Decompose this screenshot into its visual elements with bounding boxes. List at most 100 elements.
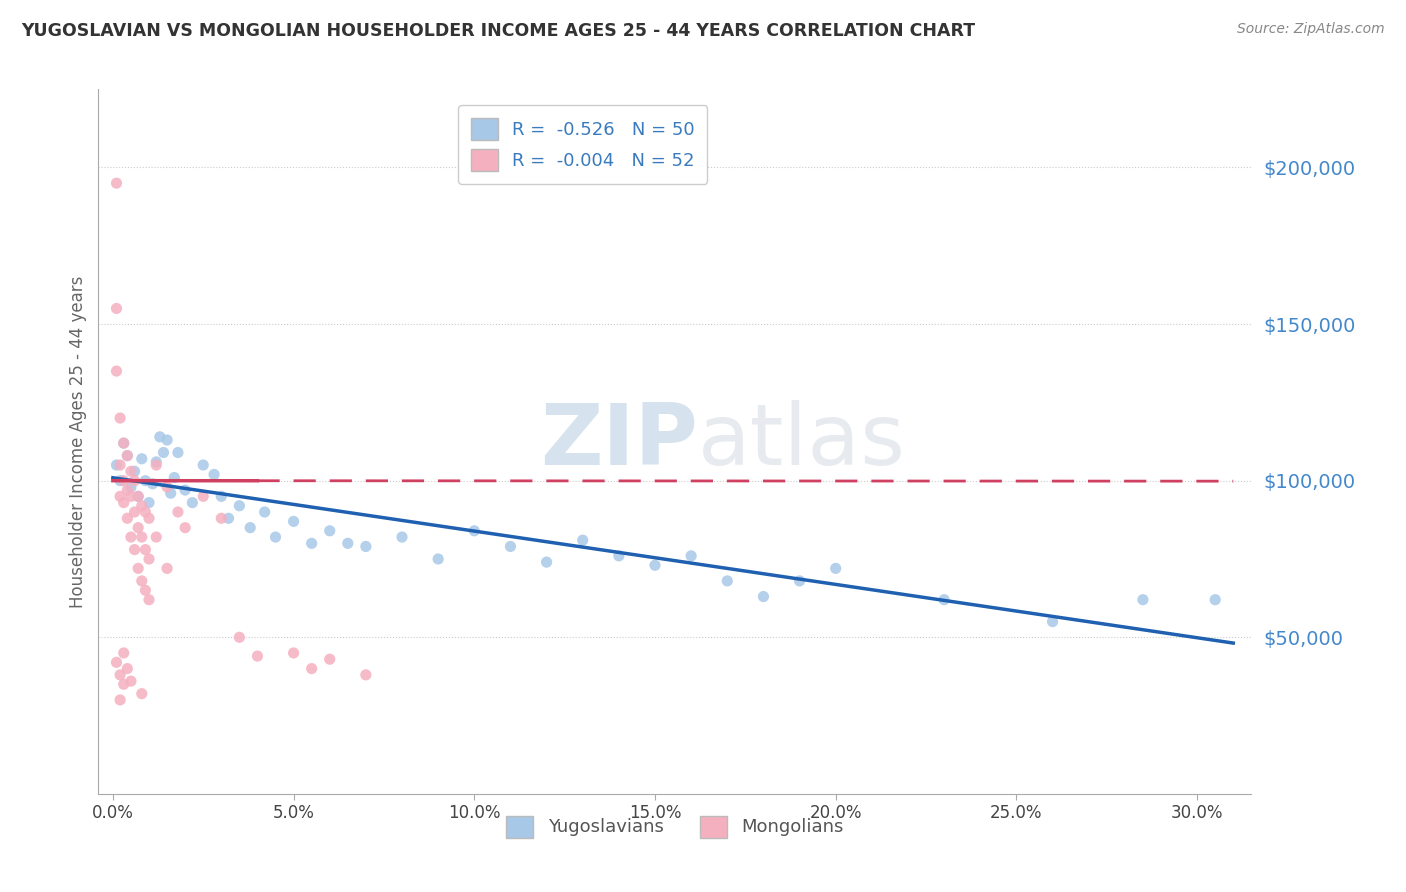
Point [536, 555, 558, 569]
Point [120, 480, 142, 494]
Point [174, 483, 197, 497]
Point [112, 436, 135, 450]
Point [319, 524, 342, 538]
Point [105, 176, 128, 190]
Point [824, 561, 846, 575]
Point [131, 530, 153, 544]
Point [112, 646, 135, 660]
Point [167, 505, 190, 519]
Point [145, 530, 167, 544]
Point [117, 449, 139, 463]
Point [239, 521, 262, 535]
Point [354, 668, 377, 682]
Point [167, 445, 190, 459]
Point [156, 480, 179, 494]
Point [163, 470, 186, 484]
Point [138, 552, 160, 566]
Point [152, 445, 174, 459]
Y-axis label: Householder Income Ages 25 - 44 years: Householder Income Ages 25 - 44 years [69, 276, 87, 607]
Point [149, 430, 172, 444]
Point [120, 489, 142, 503]
Point [124, 474, 146, 488]
Point [463, 524, 485, 538]
Point [105, 458, 128, 472]
Point [127, 489, 149, 503]
Point [228, 499, 250, 513]
Point [193, 458, 215, 472]
Point [124, 542, 146, 557]
Point [209, 489, 232, 503]
Point [283, 515, 305, 529]
Point [607, 549, 630, 563]
Point [108, 668, 131, 682]
Point [138, 511, 160, 525]
Point [752, 590, 775, 604]
Point [499, 540, 522, 554]
Point [644, 558, 666, 573]
Point [108, 458, 131, 472]
Point [202, 467, 225, 482]
Point [218, 511, 240, 525]
Point [131, 451, 153, 466]
Point [301, 662, 323, 676]
Point [108, 693, 131, 707]
Point [181, 495, 204, 509]
Point [138, 592, 160, 607]
Text: atlas: atlas [697, 400, 905, 483]
Point [105, 364, 128, 378]
Point [1042, 615, 1064, 629]
Point [124, 505, 146, 519]
Point [117, 662, 139, 676]
Point [934, 592, 956, 607]
Point [156, 433, 179, 447]
Point [427, 552, 450, 566]
Point [283, 646, 305, 660]
Point [134, 505, 156, 519]
Point [246, 649, 269, 664]
Point [716, 574, 738, 588]
Point [131, 574, 153, 588]
Point [156, 561, 179, 575]
Point [127, 489, 149, 503]
Text: Source: ZipAtlas.com: Source: ZipAtlas.com [1237, 22, 1385, 37]
Point [112, 677, 135, 691]
Point [354, 540, 377, 554]
Point [127, 521, 149, 535]
Point [145, 458, 167, 472]
Point [117, 449, 139, 463]
Point [131, 499, 153, 513]
Point [301, 536, 323, 550]
Point [105, 656, 128, 670]
Point [131, 687, 153, 701]
Point [120, 674, 142, 689]
Point [174, 521, 197, 535]
Point [138, 495, 160, 509]
Point [120, 464, 142, 478]
Point [1204, 592, 1226, 607]
Point [127, 561, 149, 575]
Point [108, 474, 131, 488]
Legend: Yugoslavians, Mongolians: Yugoslavians, Mongolians [499, 808, 851, 845]
Point [1132, 592, 1154, 607]
Point [105, 301, 128, 316]
Point [789, 574, 811, 588]
Text: YUGOSLAVIAN VS MONGOLIAN HOUSEHOLDER INCOME AGES 25 - 44 YEARS CORRELATION CHART: YUGOSLAVIAN VS MONGOLIAN HOUSEHOLDER INC… [21, 22, 976, 40]
Point [112, 436, 135, 450]
Point [264, 530, 287, 544]
Point [319, 652, 342, 666]
Point [193, 489, 215, 503]
Point [681, 549, 703, 563]
Point [336, 536, 359, 550]
Text: ZIP: ZIP [540, 400, 697, 483]
Point [571, 533, 593, 548]
Point [108, 411, 131, 425]
Point [108, 489, 131, 503]
Point [253, 505, 276, 519]
Point [117, 511, 139, 525]
Point [391, 530, 413, 544]
Point [124, 464, 146, 478]
Point [134, 474, 156, 488]
Point [117, 483, 139, 497]
Point [134, 542, 156, 557]
Point [159, 486, 181, 500]
